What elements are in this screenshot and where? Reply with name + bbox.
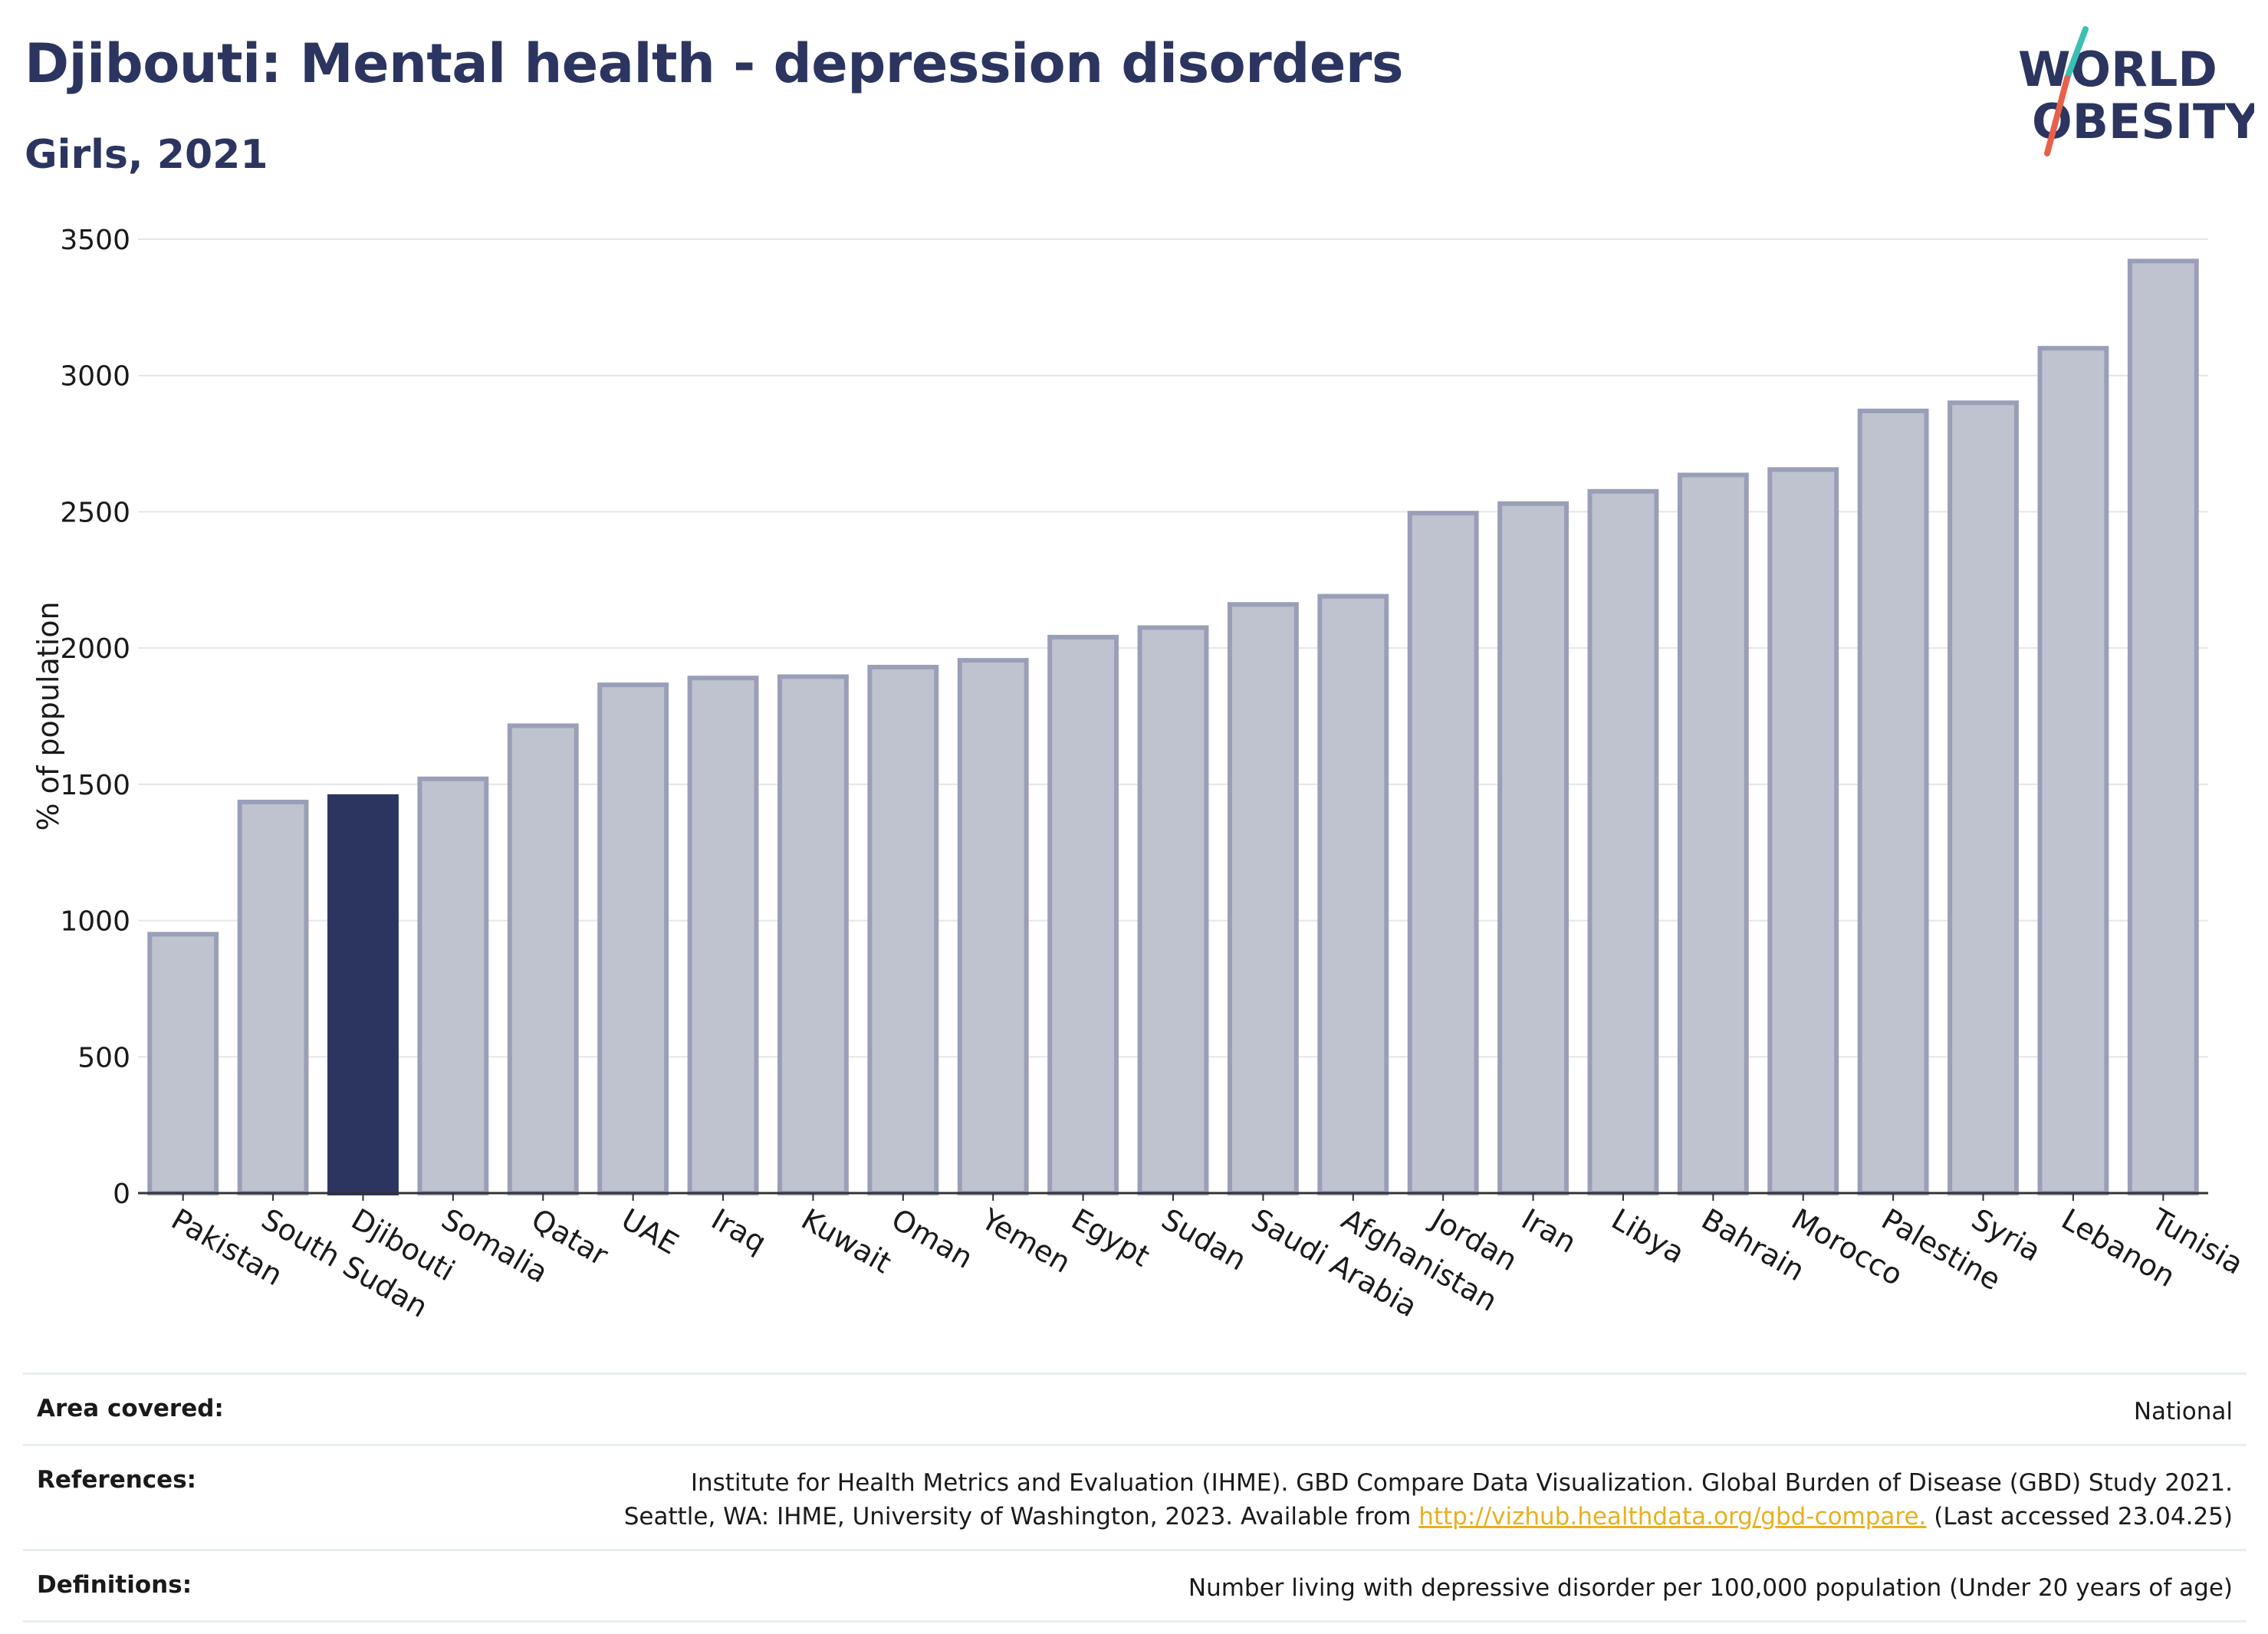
- references-line2-pre: Seattle, WA: IHME, University of Washing…: [623, 1503, 1419, 1530]
- world-obesity-logo: WORLD OBESITY: [2018, 26, 2254, 156]
- bar-jordan: [1407, 511, 1479, 1195]
- references-label: References:: [37, 1466, 197, 1494]
- bar-libya: [1587, 488, 1659, 1195]
- footer-table: Area covered: National References: Insti…: [23, 1373, 2247, 1622]
- bar-bahrain: [1677, 472, 1749, 1195]
- logo-line2: OBESITY: [2032, 94, 2254, 150]
- y-tick-label: 3000: [60, 361, 130, 393]
- bar-syria: [1948, 400, 2019, 1195]
- bar-saudi-arabia: [1227, 602, 1299, 1195]
- bar-sudan: [1137, 625, 1209, 1195]
- x-tick-label: UAE: [616, 1202, 684, 1261]
- x-tick-label: Yemen: [975, 1202, 1076, 1280]
- bar-pakistan: [147, 932, 219, 1196]
- y-tick-label: 500: [77, 1042, 130, 1073]
- x-tick-label: Egypt: [1066, 1202, 1155, 1274]
- y-tick-label: 3500: [60, 225, 130, 256]
- bar-chart: 0 500 1000 1500 2000 2500 3000 3500 % of populat…: [31, 225, 2249, 1324]
- x-tick-label: Libya: [1606, 1202, 1690, 1271]
- logo-line1: WORLD: [2018, 41, 2217, 97]
- logo-slash-teal: [2064, 26, 2089, 81]
- footer-row-area: Area covered: National: [23, 1373, 2247, 1444]
- definitions-value: Number living with depressive disorder p…: [1188, 1574, 2233, 1602]
- bar-iraq: [687, 676, 759, 1195]
- x-tick-label: Sudan: [1156, 1202, 1253, 1277]
- bar-somalia: [417, 776, 489, 1195]
- bar-morocco: [1767, 467, 1839, 1195]
- y-tick-label: 1000: [60, 906, 130, 938]
- page-subtitle: Girls, 2021: [25, 132, 268, 178]
- bar-kuwait: [777, 674, 849, 1195]
- y-tick-label: 2500: [60, 497, 130, 528]
- x-tick-label: Iraq: [706, 1202, 772, 1260]
- area-label: Area covered:: [37, 1395, 224, 1422]
- y-tick-label: 1500: [60, 770, 130, 801]
- bar-yemen: [957, 658, 1029, 1195]
- page-title: Djibouti: Mental health - depression dis…: [25, 32, 1404, 95]
- x-tick-label: Oman: [886, 1202, 978, 1275]
- bar-djibouti: [327, 794, 399, 1195]
- footer-row-definitions: Definitions: Number living with depressi…: [23, 1549, 2247, 1622]
- x-tick-label: Kuwait: [796, 1202, 897, 1281]
- bar-uae: [597, 682, 669, 1195]
- bar-oman: [867, 665, 939, 1195]
- bar-afghanistan: [1317, 593, 1389, 1195]
- bar-south-sudan: [237, 799, 309, 1195]
- references-link[interactable]: http://vizhub.healthdata.org/gbd-compare…: [1418, 1503, 1927, 1530]
- bar-lebanon: [2037, 346, 2109, 1196]
- references-line1: Institute for Health Metrics and Evaluat…: [690, 1469, 2233, 1497]
- bar-tunisia: [2127, 258, 2199, 1195]
- footer-row-references: References: Institute for Health Metrics…: [23, 1444, 2247, 1549]
- bar-iran: [1497, 501, 1570, 1195]
- logo-slash-coral: [2044, 75, 2070, 156]
- area-value: National: [2133, 1398, 2233, 1425]
- bar-qatar: [507, 723, 579, 1195]
- bar-egypt: [1047, 634, 1119, 1195]
- y-tick-label: 2000: [60, 633, 130, 665]
- bar-palestine: [1857, 408, 1929, 1195]
- x-tick-label: Iran: [1516, 1202, 1582, 1260]
- references-value: Institute for Health Metrics and Evaluat…: [624, 1466, 2233, 1534]
- y-tick-label: 0: [113, 1179, 130, 1210]
- y-axis-label: % of population: [31, 601, 65, 830]
- definitions-label: Definitions:: [37, 1571, 192, 1599]
- x-tick-label: Bahrain: [1696, 1202, 1810, 1288]
- references-line2-post: (Last accessed 23.04.25): [1926, 1503, 2233, 1530]
